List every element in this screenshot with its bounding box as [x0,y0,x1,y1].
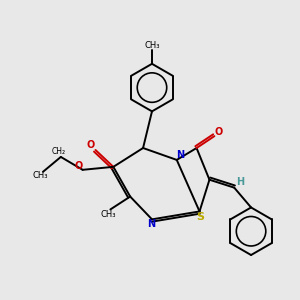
Text: CH₂: CH₂ [52,148,66,157]
Text: N: N [176,150,184,160]
Text: O: O [214,127,223,137]
Text: CH₃: CH₃ [144,41,160,50]
Text: CH₃: CH₃ [100,210,116,219]
Text: S: S [196,212,205,222]
Text: O: O [86,140,95,150]
Text: CH₃: CH₃ [32,171,48,180]
Text: N: N [147,219,155,229]
Text: O: O [74,161,83,171]
Text: H: H [236,177,244,187]
